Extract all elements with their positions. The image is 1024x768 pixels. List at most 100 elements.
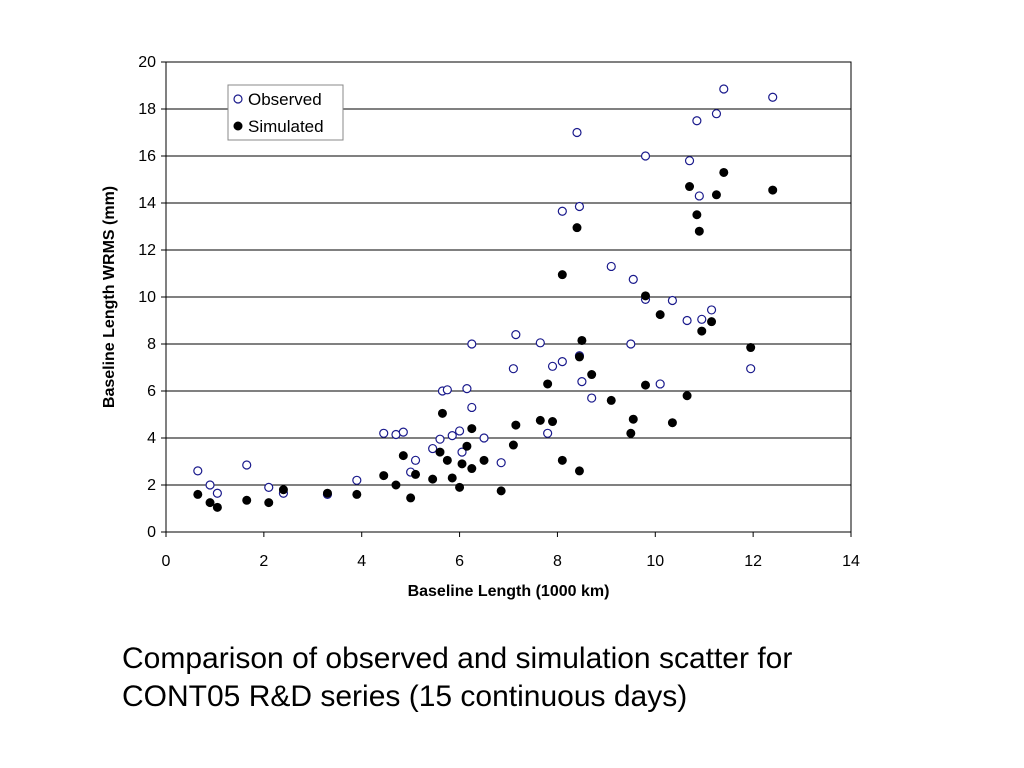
simulated-point: [391, 480, 401, 490]
simulated-point: [557, 270, 567, 280]
simulated-point: [543, 379, 553, 389]
series-observed: [193, 84, 778, 499]
y-axis-title: Baseline Length WRMS (mm): [101, 186, 118, 408]
observed-point: [212, 488, 222, 498]
y-tick-label: 18: [138, 101, 156, 118]
x-tick-label: 4: [357, 553, 366, 570]
simulated-point: [697, 326, 707, 336]
simulated-point: [264, 498, 274, 508]
observed-point: [628, 274, 638, 284]
simulated-point: [193, 489, 203, 499]
observed-point: [706, 305, 717, 315]
observed-point: [768, 92, 778, 102]
observed-point: [572, 127, 582, 138]
grid-lines: [166, 108, 851, 486]
simulated-point: [352, 489, 362, 499]
caption-line-2: CONT05 R&D series (15 continuous days): [122, 680, 688, 713]
caption-line-1: Comparison of observed and simulation sc…: [122, 642, 793, 675]
simulated-point: [411, 469, 421, 479]
x-tick-label: 12: [744, 553, 762, 570]
simulated-point: [447, 473, 457, 483]
observed-point: [684, 156, 695, 166]
simulated-point: [457, 459, 467, 469]
chart-legend: Observed Simulated: [227, 84, 344, 141]
legend-marker-observed: [233, 94, 243, 104]
observed-point: [193, 466, 203, 476]
scatter-chart: 0 2 4 6 8 10 12 14 16 18 20 0 2 4 6 8 10 12 14 Baseline Le…: [101, 54, 860, 600]
simulated-point: [435, 447, 445, 457]
simulated-point: [707, 317, 717, 327]
observed-point: [692, 116, 702, 126]
x-tick-label: 14: [842, 553, 860, 570]
simulated-point: [462, 441, 472, 451]
simulated-point: [535, 415, 545, 425]
observed-point: [447, 431, 457, 441]
simulated-point: [577, 335, 587, 345]
simulated-point: [626, 428, 636, 438]
observed-point: [435, 434, 445, 444]
observed-point: [626, 339, 636, 349]
observed-point: [462, 384, 472, 394]
simulated-point: [455, 482, 465, 492]
observed-point: [205, 480, 215, 490]
simulated-point: [768, 185, 778, 195]
x-tick-label: 8: [553, 553, 562, 570]
x-tick-label: 2: [259, 553, 268, 570]
simulated-point: [242, 495, 252, 505]
x-tick-label: 0: [162, 553, 171, 570]
y-tick-label: 0: [147, 524, 156, 541]
observed-point: [428, 443, 438, 454]
observed-point: [457, 447, 467, 457]
simulated-point: [628, 414, 638, 424]
axis-ticks: 0 2 4 6 8 10 12 14 16 18 20 0 2 4 6 8 10 12 14: [138, 54, 860, 570]
simulated-point: [496, 486, 506, 496]
simulated-point: [574, 466, 584, 476]
simulated-point: [212, 502, 222, 512]
x-tick-label: 10: [646, 553, 664, 570]
observed-point: [467, 402, 477, 413]
y-tick-label: 8: [147, 336, 156, 353]
y-tick-label: 16: [138, 148, 156, 165]
simulated-point: [682, 391, 692, 401]
observed-point: [682, 315, 692, 326]
simulated-point: [442, 455, 452, 465]
simulated-point: [511, 420, 521, 430]
legend-label-observed: Observed: [248, 90, 322, 109]
observed-point: [557, 357, 567, 367]
observed-point: [352, 475, 362, 485]
observed-point: [547, 361, 558, 371]
observed-point: [467, 339, 477, 349]
observed-point: [496, 458, 506, 468]
observed-point: [242, 460, 252, 470]
simulated-point: [606, 395, 616, 405]
observed-point: [746, 364, 756, 374]
simulated-point: [322, 488, 332, 498]
simulated-point: [711, 190, 721, 200]
observed-point: [655, 379, 665, 389]
observed-point: [511, 330, 521, 340]
legend-box: [227, 84, 344, 141]
observed-point: [697, 314, 707, 324]
simulated-point: [398, 451, 408, 461]
series-simulated: [193, 167, 778, 512]
y-tick-label: 20: [138, 54, 156, 71]
y-tick-label: 2: [147, 477, 156, 494]
legend-marker-simulated: [233, 121, 243, 131]
observed-point: [442, 385, 452, 395]
legend-label-simulated: Simulated: [248, 117, 324, 136]
simulated-point: [667, 418, 677, 428]
simulated-point: [655, 310, 665, 320]
simulated-point: [437, 408, 447, 418]
observed-point: [667, 295, 678, 306]
y-tick-label: 10: [138, 289, 156, 306]
simulated-point: [719, 167, 729, 177]
simulated-point: [467, 464, 477, 474]
simulated-point: [692, 210, 702, 220]
x-axis-title: Baseline Length (1000 km): [408, 583, 610, 600]
simulated-point: [641, 291, 650, 301]
observed-point: [557, 206, 567, 216]
simulated-point: [574, 352, 584, 362]
data-points: [193, 84, 778, 512]
observed-point: [410, 455, 421, 465]
simulated-point: [205, 498, 215, 508]
